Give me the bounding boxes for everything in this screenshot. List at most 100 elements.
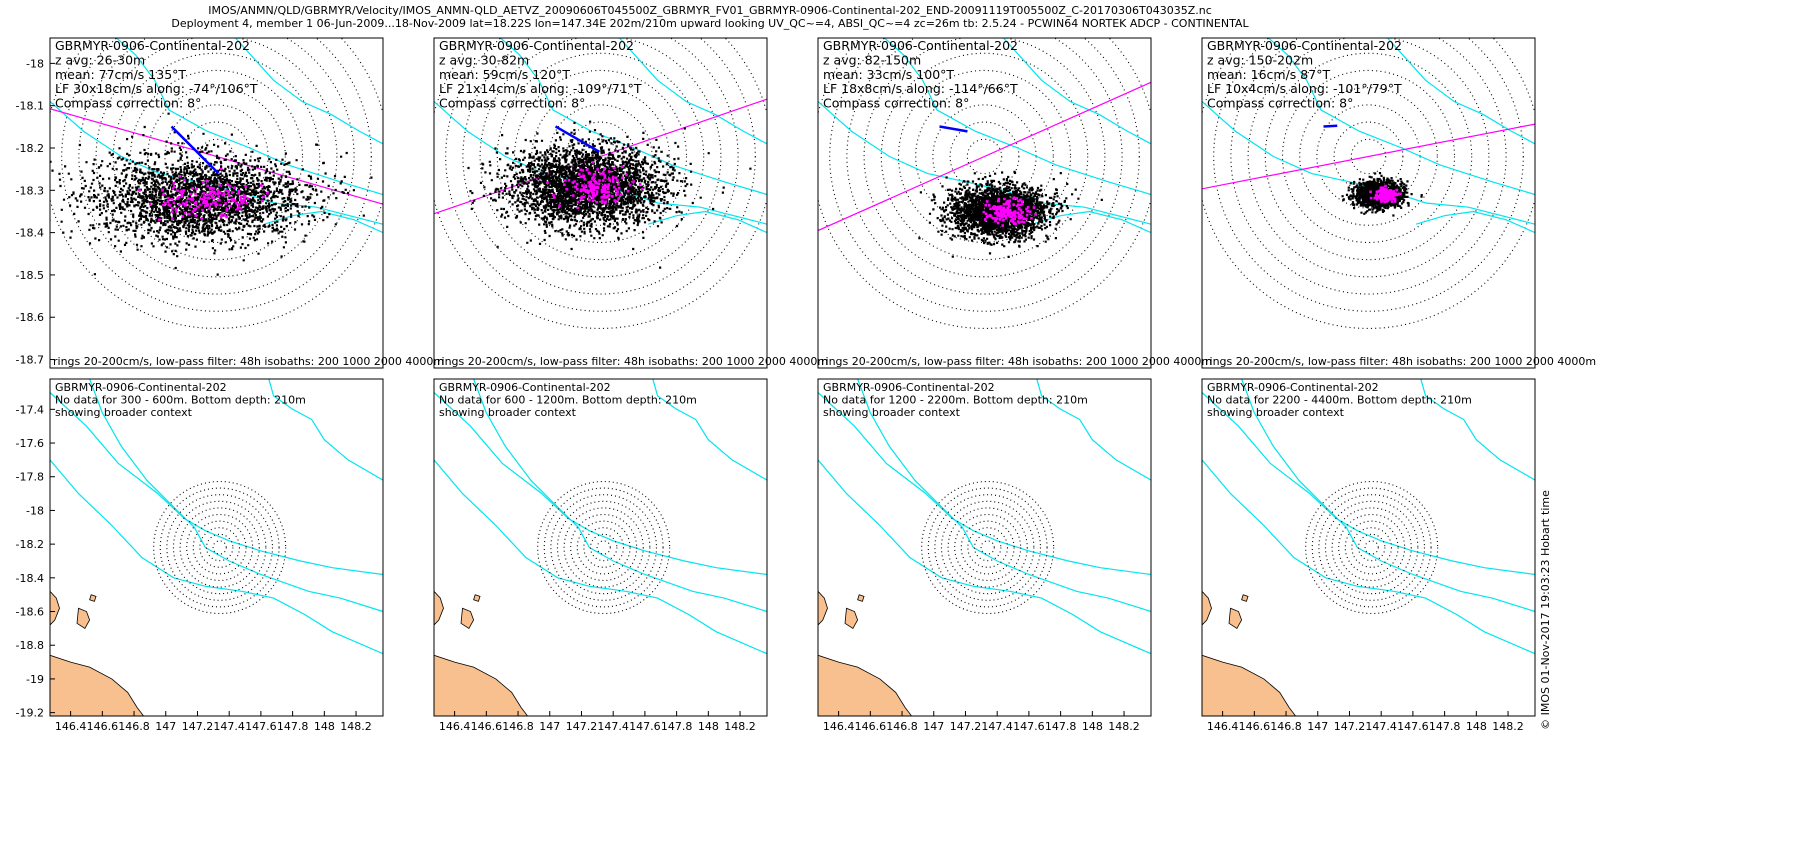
mean-velocity-vector [1323, 124, 1338, 128]
y-tick-label: -18.4 [16, 572, 44, 585]
range-ring [897, 69, 1072, 244]
figure-file-path: IMOS/ANMN/QLD/GBRMYR/Velocity/IMOS_ANMN-… [208, 4, 1212, 17]
range-ring [1344, 520, 1399, 575]
range-ring [95, 38, 338, 278]
range-ring [1350, 138, 1387, 175]
panel-title-line: LF 10x4cm/s along: -101°/79°T [1207, 81, 1402, 96]
coastline-land [1202, 590, 1212, 626]
panel-frame [817, 378, 1152, 717]
island [460, 607, 475, 629]
x-tick-label: 147.4 [213, 720, 245, 733]
isobath-line [89, 379, 383, 613]
isobath-line [1036, 379, 1151, 481]
isobath-line [818, 392, 1151, 576]
isobath-line [1241, 379, 1535, 613]
timestamp-stamp: © IMOS 01-Nov-2017 19:03:23 Hobart time [1539, 490, 1552, 730]
island [76, 607, 91, 629]
y-tick-label: -18.7 [16, 354, 44, 367]
principal-axis-line [1202, 123, 1535, 190]
y-tick-label: -18.8 [16, 639, 44, 652]
x-tick-label: 148.2 [1492, 720, 1524, 733]
x-tick-label: 147 [923, 720, 944, 733]
range-ring [934, 494, 1042, 601]
range-ring [445, 38, 756, 312]
x-tick-label: 147.2 [950, 720, 982, 733]
panel-plot-area [818, 38, 1151, 329]
isobath-line [1387, 38, 1535, 145]
panel-title-line: LF 18x8cm/s along: -114°/66°T [823, 81, 1018, 96]
y-tick-label: -18.5 [16, 269, 44, 282]
panel-title-line: mean: 59cm/s 120°T [439, 67, 570, 82]
coastline-land [1202, 654, 1297, 716]
lowpass-velocity-points [546, 161, 644, 210]
x-tick-label: 147.2 [566, 720, 598, 733]
range-ring [921, 480, 1055, 615]
panel-footer-note: rings 20-200cm/s, low-pass filter: 48h i… [1205, 355, 1596, 368]
range-ring [129, 69, 304, 244]
coastline-land [434, 590, 444, 626]
range-ring [973, 533, 1002, 562]
panel-title-line: GBRMYR-0906-Continental-202 [55, 38, 250, 53]
x-tick-label: 148 [314, 720, 335, 733]
range-ring [1305, 480, 1439, 615]
island [857, 594, 865, 602]
isobath-line [647, 210, 767, 234]
mean-velocity-vector [939, 125, 968, 133]
range-ring [166, 494, 274, 601]
panel-title-line: No data for 1200 - 2200m. Bottom depth: … [823, 394, 1088, 407]
y-tick-label: -19 [26, 673, 44, 686]
range-ring [1213, 38, 1524, 312]
x-tick-label: 148 [1466, 720, 1487, 733]
panel-frame [49, 378, 384, 717]
panel-title-line: GBRMYR-0906-Continental-202 [439, 381, 611, 394]
isobath-line [268, 379, 383, 481]
range-ring [172, 500, 267, 595]
range-ring [596, 540, 611, 555]
x-tick-label: 148.2 [1108, 720, 1140, 733]
x-tick-label: 146.8 [502, 720, 534, 733]
y-tick-label: -17.6 [16, 437, 44, 450]
y-tick-label: -18.4 [16, 227, 44, 240]
range-ring [947, 507, 1028, 588]
panel-footer-note: rings 20-200cm/s, low-pass filter: 48h i… [53, 355, 444, 368]
coastline-land [50, 590, 60, 626]
panel-title-line: z avg: 30-82m [439, 52, 529, 67]
panel-title-line: GBRMYR-0906-Continental-202 [1207, 38, 1402, 53]
range-ring [980, 540, 995, 555]
panel-plot-area [434, 38, 767, 329]
isobath-line [50, 392, 383, 576]
x-tick-label: 147 [1307, 720, 1328, 733]
range-ring [462, 38, 739, 295]
isobath-line [857, 379, 1151, 613]
range-ring [927, 487, 1048, 608]
coastline-land [818, 654, 913, 716]
range-ring [563, 507, 644, 588]
island [89, 594, 97, 602]
range-ring [967, 527, 1009, 568]
panel-title-line: showing broader context [439, 406, 577, 419]
range-ring [960, 520, 1015, 575]
x-tick-label: 147.8 [661, 720, 693, 733]
isobath-line [619, 38, 767, 145]
y-tick-label: -18.2 [16, 538, 44, 551]
range-ring [583, 527, 625, 568]
lowpass-velocity-points [1369, 184, 1402, 204]
panel-title-line: z avg: 150-202m [1207, 52, 1313, 67]
isobath-line [1420, 379, 1535, 481]
panel-title-line: mean: 33cm/s 100°T [823, 67, 954, 82]
panel-title-line: GBRMYR-0906-Continental-202 [439, 38, 634, 53]
panel-title-line: No data for 600 - 1200m. Bottom depth: 2… [439, 394, 697, 407]
range-ring [1324, 500, 1419, 595]
isobath-line [1031, 210, 1151, 234]
range-ring [212, 540, 227, 555]
range-ring [1338, 513, 1406, 582]
range-ring [550, 494, 658, 601]
range-ring [556, 500, 651, 595]
mean-velocity-vector [170, 125, 220, 175]
lowpass-velocity-points [982, 196, 1037, 227]
range-ring [829, 38, 1140, 312]
isobath-line [1415, 210, 1535, 234]
range-ring [537, 480, 671, 615]
